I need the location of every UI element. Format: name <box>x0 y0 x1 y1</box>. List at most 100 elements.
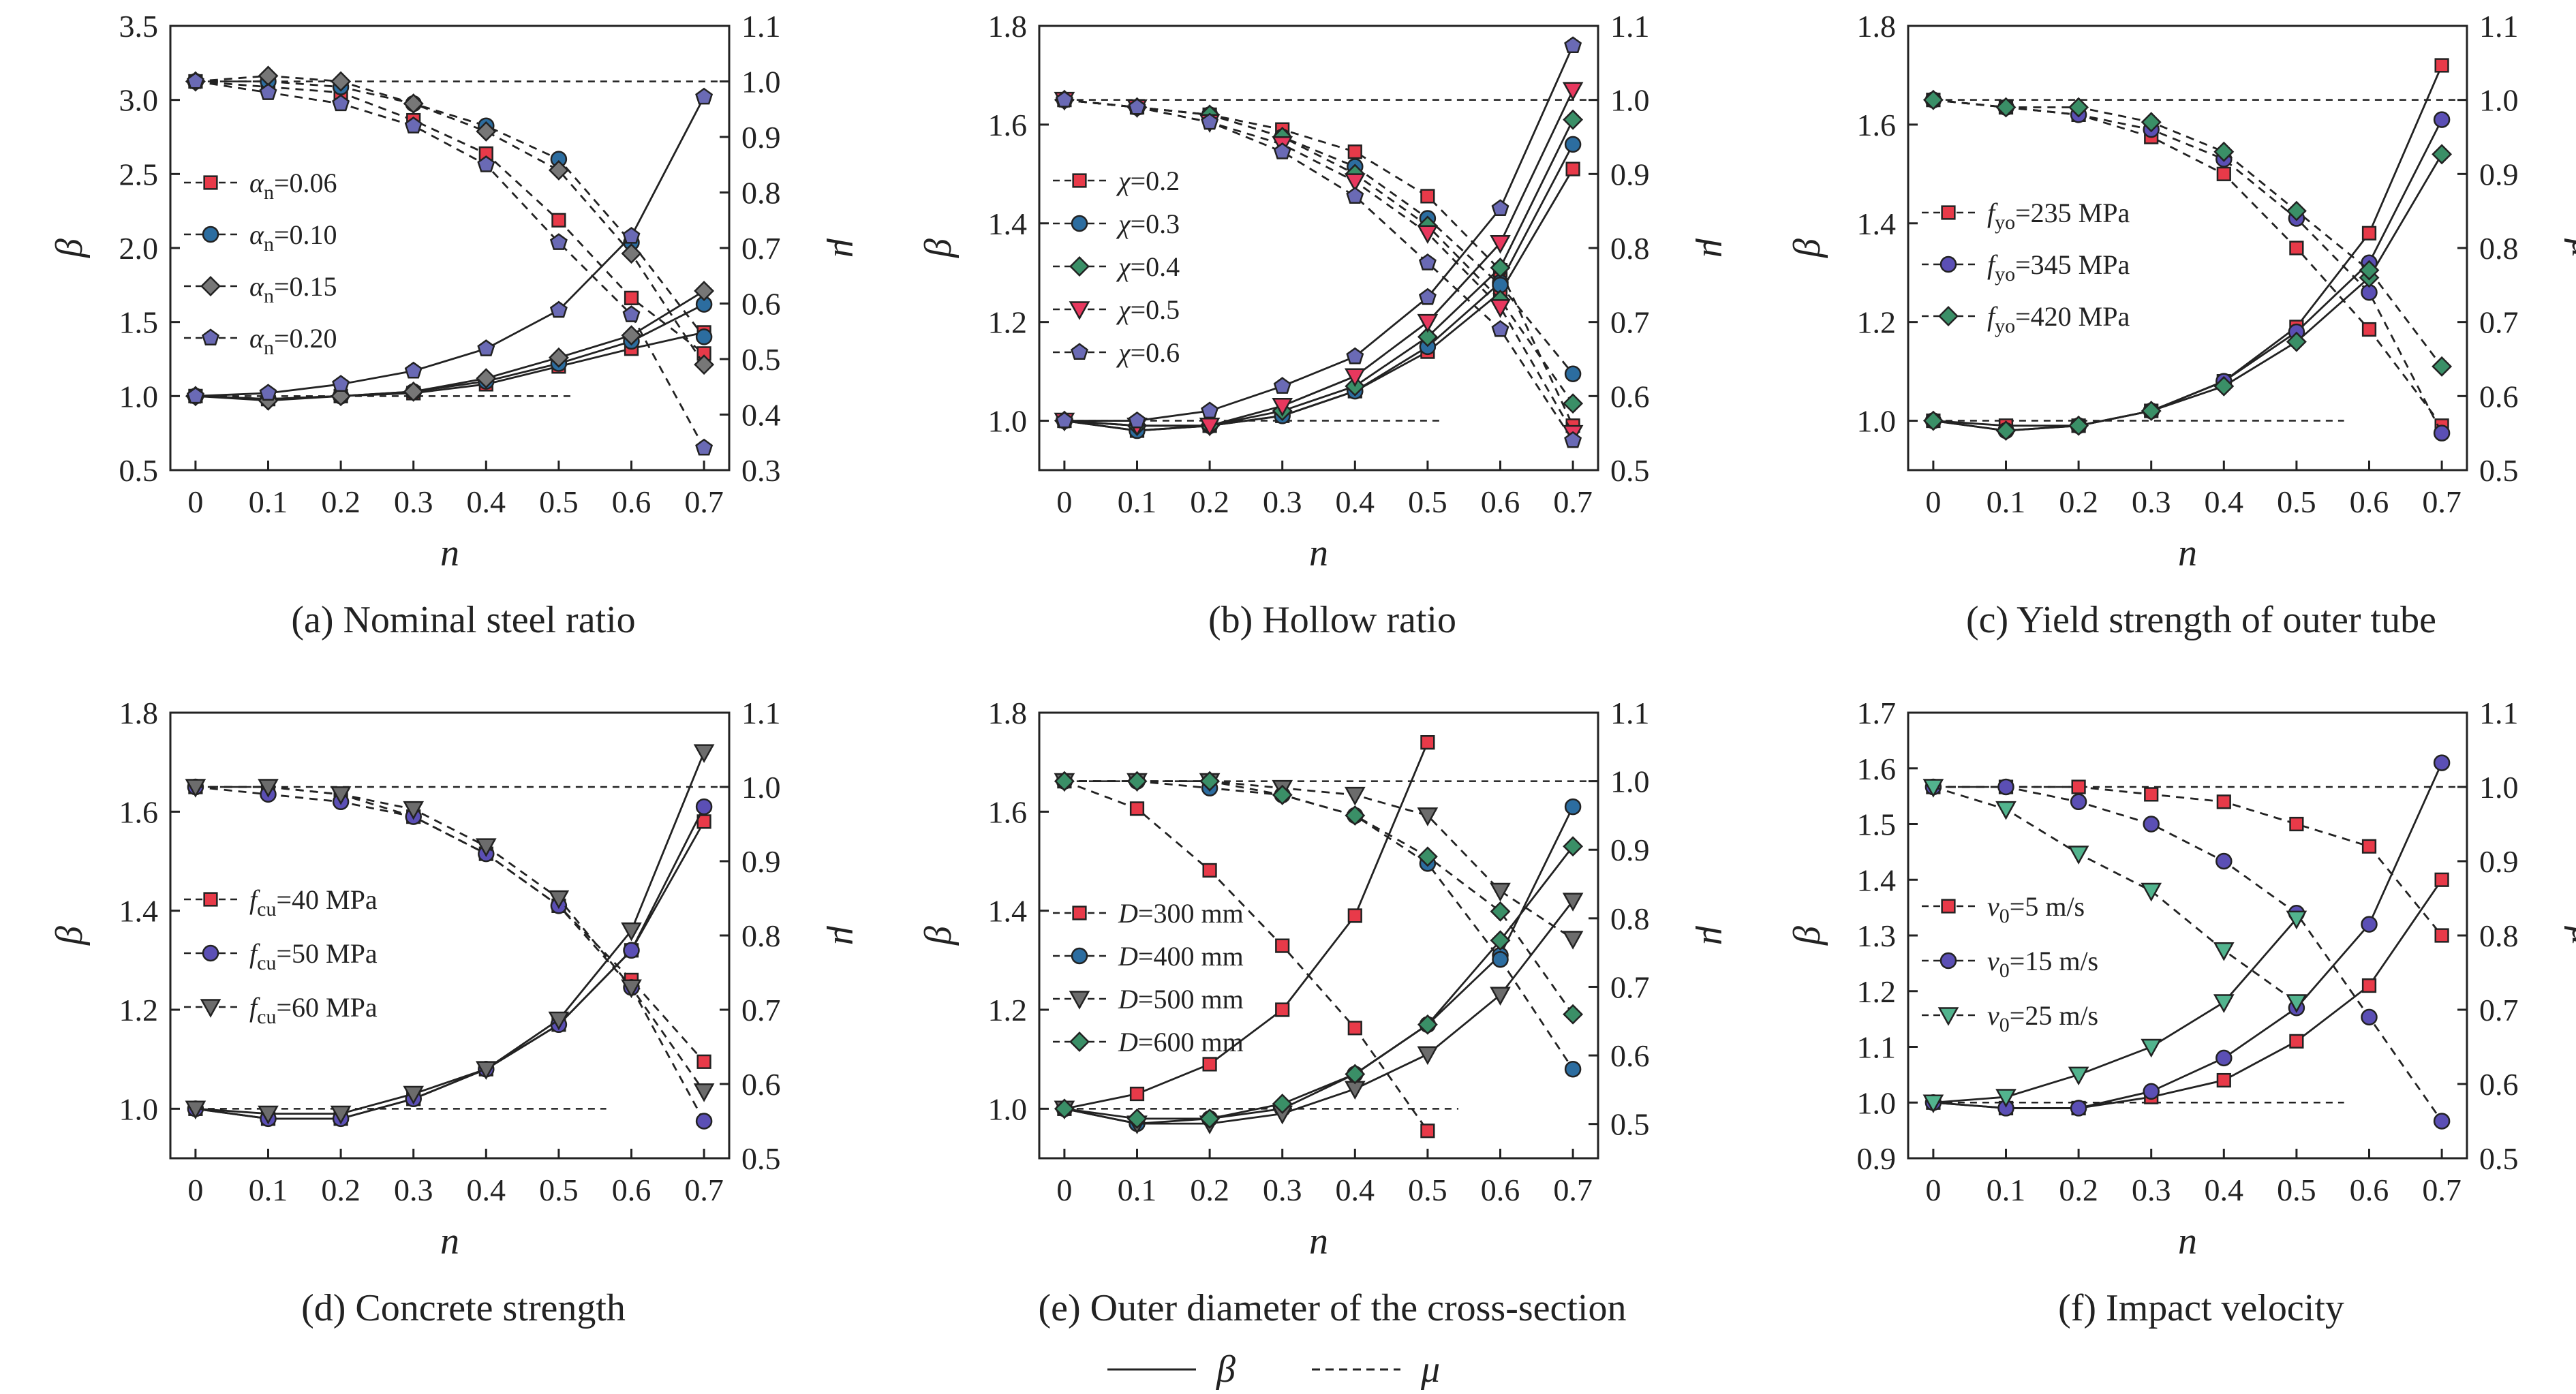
beta-data-point <box>1490 234 1511 254</box>
mu-series-line <box>1933 99 2443 427</box>
mu-data-point <box>2141 882 2162 902</box>
x-tick-label: 0.2 <box>1190 1173 1229 1207</box>
beta-data-point <box>696 814 711 829</box>
legend-marker <box>1069 301 1090 320</box>
y-tick-label: 0.9 <box>1857 1141 1897 1176</box>
x-tick-label: 0.3 <box>2132 484 2171 519</box>
panel-caption: (f) Impact velocity <box>2058 1287 2344 1329</box>
beta-data-point <box>1199 1108 1221 1129</box>
y2-axis-label: μ <box>826 238 868 258</box>
mu-data-point <box>2213 942 2235 961</box>
y-axis-label: β <box>1786 238 1828 258</box>
mu-data-point <box>1491 320 1509 337</box>
mu-data-point <box>1272 784 1293 805</box>
legend-marker <box>202 328 219 346</box>
y2-tick-label: 0.4 <box>741 398 781 433</box>
beta-data-point <box>1273 377 1291 394</box>
y-tick-label: 2.0 <box>119 231 159 266</box>
beta-data-point <box>2361 978 2377 993</box>
legend-marker <box>203 175 218 190</box>
y2-tick-label: 0.6 <box>741 287 781 322</box>
mu-data-point <box>1201 112 1219 130</box>
y-axis-label: β <box>1786 926 1828 946</box>
y2-tick-label: 0.5 <box>2479 1141 2519 1176</box>
legend-entry: v0=25 m/s <box>1922 1000 2098 1036</box>
beta-data-point <box>1347 908 1362 923</box>
mu-data-point <box>1202 863 1217 878</box>
beta-data-point <box>1417 1014 1438 1035</box>
beta-data-point <box>1562 893 1584 912</box>
y2-tick-label: 0.3 <box>741 453 781 488</box>
x-axis-label: n <box>1309 532 1328 574</box>
beta-data-point <box>2143 1083 2160 1100</box>
legend-entry: fyo=345 MPa <box>1922 249 2130 285</box>
legend-entry: fcu=40 MPa <box>184 884 378 920</box>
y2-tick-label: 0.7 <box>2479 993 2519 1027</box>
beta-data-point <box>1922 1094 1944 1114</box>
mu-series-line <box>1933 99 2443 434</box>
legend-label: fyo=345 MPa <box>1987 249 2130 285</box>
beta-data-point <box>621 922 642 942</box>
y2-tick-label: 0.6 <box>2479 379 2519 414</box>
beta-data-point <box>1417 313 1439 333</box>
legend-marker <box>1071 215 1088 232</box>
legend-label: αn=0.20 <box>249 323 337 359</box>
beta-data-point <box>1490 987 1511 1006</box>
legend-entry: v0=5 m/s <box>1922 891 2085 927</box>
legend-entry: αn=0.20 <box>184 323 337 359</box>
mu-data-point <box>1054 771 1075 792</box>
legend-label: fyo=420 MPa <box>1987 301 2130 337</box>
mu-data-point <box>2433 424 2451 442</box>
plot-frame <box>1038 711 1599 1160</box>
x-tick-label: 0.7 <box>2422 484 2462 519</box>
beta-data-point <box>1564 136 1582 153</box>
beta-data-point <box>1202 1057 1217 1072</box>
beta-data-point <box>2213 375 2235 397</box>
y-axis-label: β <box>917 926 960 946</box>
mu-data-point <box>2068 97 2089 118</box>
x-tick-label: 0.6 <box>612 484 651 519</box>
x-tick-label: 0.5 <box>2277 1173 2316 1207</box>
y-tick-label: 1.0 <box>119 379 159 414</box>
legend-label: fyo=235 MPa <box>1987 198 2130 234</box>
mu-data-point <box>621 243 642 264</box>
beta-data-point <box>693 744 715 763</box>
chart-panel: 0 0.1 0.2 0.3 0.4 0.5 0.6 0.7 1.0 1.2 1.4 1.6 1.8 0.5… <box>917 9 1737 641</box>
panel-caption: (e) Outer diameter of the cross-section <box>1039 1287 1627 1329</box>
y2-tick-label: 0.5 <box>741 1141 781 1176</box>
mu-data-point <box>1417 225 1439 245</box>
x-tick-label: 0.5 <box>1408 484 1447 519</box>
mu-data-point <box>185 779 206 798</box>
y-tick-label: 1.6 <box>119 794 159 829</box>
y-axis-label: β <box>48 926 91 946</box>
mu-data-point <box>1128 97 1146 115</box>
beta-data-point <box>475 1061 497 1080</box>
y-tick-label: 1.4 <box>1857 206 1897 241</box>
mu-data-point <box>1345 805 1366 826</box>
y2-axis-label: μ <box>826 925 868 945</box>
mu-data-point <box>1055 91 1073 108</box>
x-tick-label: 0.5 <box>1408 1173 1447 1207</box>
beta-data-point <box>1417 326 1438 347</box>
legend-label: D=400 mm <box>1118 941 1244 972</box>
beta-data-point <box>185 1100 206 1120</box>
mu-data-point <box>2070 793 2087 811</box>
mu-data-point <box>2143 816 2160 833</box>
beta-series-line <box>1064 45 1574 422</box>
x-tick-label: 0 <box>1925 1173 1941 1207</box>
legend-label: fcu=50 MPa <box>249 938 378 974</box>
y-tick-label: 1.4 <box>988 206 1028 241</box>
beta-series-line <box>1064 144 1574 432</box>
beta-data-point <box>2361 916 2378 933</box>
x-tick-label: 0.2 <box>2059 1173 2098 1207</box>
y2-tick-label: 0.5 <box>741 342 781 377</box>
y2-tick-label: 0.8 <box>741 918 781 953</box>
x-tick-label: 0.4 <box>1336 484 1375 519</box>
y-tick-label: 1.8 <box>988 9 1028 44</box>
mu-series-line <box>1064 780 1429 1132</box>
y2-axis-label: μ <box>1695 238 1737 258</box>
x-tick-label: 0.3 <box>2132 1173 2171 1207</box>
mu-data-point <box>693 1083 715 1102</box>
